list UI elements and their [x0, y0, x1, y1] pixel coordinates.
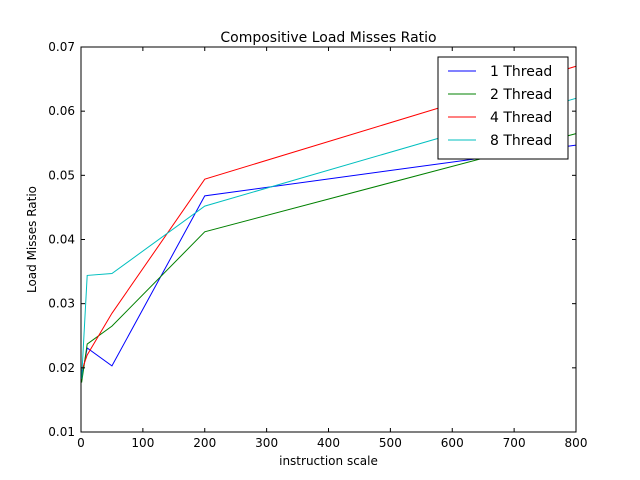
legend-box [437, 56, 569, 160]
x-tick-label: 300 [255, 436, 278, 450]
x-tick-label: 0 [77, 436, 85, 450]
x-axis-label: instruction scale [279, 454, 378, 468]
x-tick-label: 200 [193, 436, 216, 450]
x-tick-label: 500 [379, 436, 402, 450]
series-line-4 [81, 97, 577, 379]
legend: 1 Thread 2 Thread 4 Thread 8 Thread [437, 56, 569, 160]
y-tick-label: 0.06 [48, 104, 75, 118]
y-tick-label: 0.05 [48, 168, 75, 182]
x-tick-label: 100 [131, 436, 154, 450]
series-line-2 [81, 133, 577, 383]
ticks-layer: 0 100 200 300 400 500 600 700 800 0.01 0.02 0.03 0.0… [48, 40, 587, 450]
x-tick-label: 400 [317, 436, 340, 450]
chart-title: Compositive Load Misses Ratio [220, 30, 436, 46]
legend-label-4: 8 Thread [490, 133, 552, 149]
x-tick-label: 700 [503, 436, 526, 450]
legend-label-1: 1 Thread [490, 64, 552, 80]
y-axis-label: Load Misses Ratio [25, 186, 39, 293]
legend-label-3: 4 Thread [490, 110, 552, 126]
y-tick-label: 0.07 [48, 40, 75, 54]
y-tick-label: 0.04 [48, 233, 75, 247]
x-tick-label: 600 [441, 436, 464, 450]
series-line-3 [81, 65, 577, 372]
y-tick-label: 0.01 [48, 425, 75, 439]
legend-label-2: 2 Thread [490, 87, 552, 103]
y-tick-label: 0.02 [48, 361, 75, 375]
x-tick-label: 800 [565, 436, 588, 450]
y-tick-label: 0.03 [48, 297, 75, 311]
series-layer [81, 65, 577, 383]
